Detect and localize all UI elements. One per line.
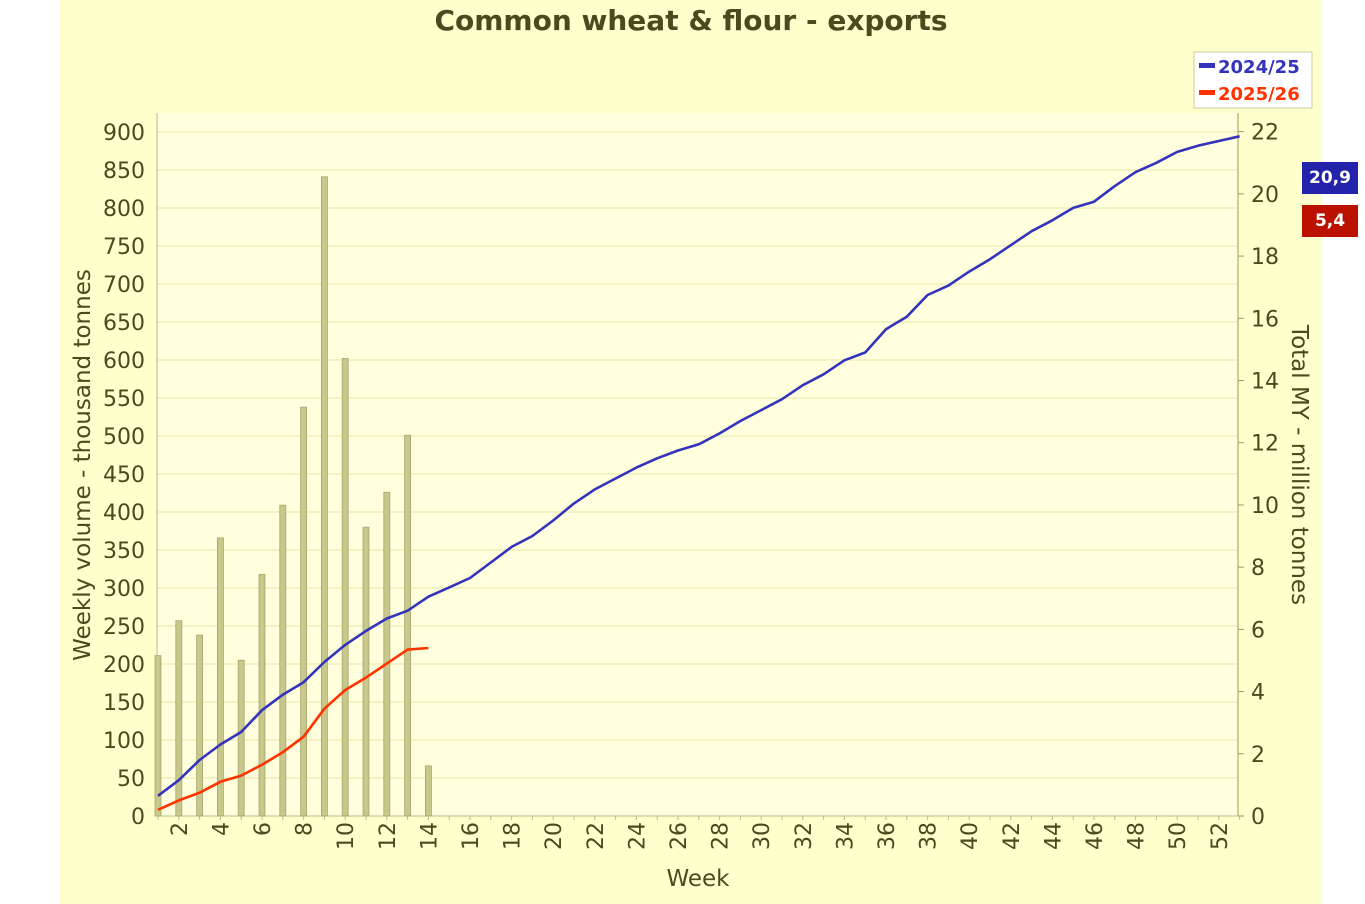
bar xyxy=(404,434,412,817)
x-tick-label: 44 xyxy=(1041,822,1066,850)
x-tick-label: 48 xyxy=(1125,822,1150,850)
x-tick-label: 26 xyxy=(667,822,692,850)
chart-title: Common wheat & flour - exports xyxy=(434,4,948,37)
bar xyxy=(383,491,391,817)
y-right-tick-label: 8 xyxy=(1251,556,1265,581)
y-left-tick-label: 350 xyxy=(103,539,145,564)
y-left-tick-label: 900 xyxy=(103,121,145,146)
bar xyxy=(196,634,204,817)
badge-2024-25: 20,9 xyxy=(1302,162,1358,194)
y-right-tick-label: 18 xyxy=(1251,245,1279,270)
legend-swatch xyxy=(1199,63,1215,68)
x-tick-label: 46 xyxy=(1083,822,1108,850)
x-tick-label: 52 xyxy=(1208,822,1233,850)
bar xyxy=(216,537,224,817)
x-tick-label: 36 xyxy=(875,822,900,850)
y-right-tick-label: 14 xyxy=(1251,370,1279,395)
bar xyxy=(154,655,162,817)
bar xyxy=(175,620,183,817)
x-tick-label: 34 xyxy=(833,822,858,850)
y-right-axis-label: Total MY - million tonnes xyxy=(1286,324,1312,605)
x-tick-label: 18 xyxy=(501,822,526,850)
x-tick-label: 38 xyxy=(917,822,942,850)
line-2025-26 xyxy=(157,646,429,811)
x-tick-label: 30 xyxy=(750,822,775,850)
plot-area xyxy=(157,113,1238,816)
y-left-tick-label: 700 xyxy=(103,273,145,298)
y-left-tick-label: 300 xyxy=(103,577,145,602)
y-left-tick-label: 650 xyxy=(103,311,145,336)
x-tick-label: 6 xyxy=(251,822,276,836)
x-tick-label: 12 xyxy=(376,822,401,850)
bar xyxy=(279,504,287,817)
y-right-tick-label: 22 xyxy=(1251,121,1279,146)
y-left-axis-label: Weekly volume - thousand tonnes xyxy=(70,269,96,661)
x-tick-label: 16 xyxy=(459,822,484,850)
y-left-tick-label: 400 xyxy=(103,501,145,526)
x-axis-label: Week xyxy=(666,866,730,892)
x-tick-label: 40 xyxy=(958,822,983,850)
legend-box xyxy=(1193,51,1313,109)
x-tick-label: 14 xyxy=(417,822,442,850)
y-left-tick-label: 150 xyxy=(103,691,145,716)
badge-2025-26: 5,4 xyxy=(1302,205,1358,237)
legend-label: 2024/25 xyxy=(1218,57,1300,78)
line-2024-25 xyxy=(157,135,1240,797)
x-tick-label: 42 xyxy=(1000,822,1025,850)
y-left-tick-label: 850 xyxy=(103,159,145,184)
y-left-tick-label: 450 xyxy=(103,463,145,488)
x-tick-label: 8 xyxy=(293,822,318,836)
y-right-tick-label: 4 xyxy=(1251,681,1265,706)
y-right-tick-label: 12 xyxy=(1251,432,1279,457)
bar xyxy=(320,176,328,817)
x-tick-label: 4 xyxy=(209,822,234,836)
y-right-tick-label: 0 xyxy=(1251,805,1265,830)
y-left-tick-label: 500 xyxy=(103,425,145,450)
x-tick-label: 10 xyxy=(334,822,359,850)
bar xyxy=(237,659,245,817)
y-left-tick-label: 600 xyxy=(103,349,145,374)
legend-label: 2025/26 xyxy=(1218,84,1300,105)
y-right-tick-label: 20 xyxy=(1251,183,1279,208)
bar xyxy=(258,573,266,817)
y-right-tick-label: 10 xyxy=(1251,494,1279,519)
x-tick-label: 50 xyxy=(1166,822,1191,850)
y-right-tick-label: 6 xyxy=(1251,618,1265,643)
bar xyxy=(362,526,370,817)
y-left-tick-label: 0 xyxy=(131,805,145,830)
y-left-tick-label: 550 xyxy=(103,387,145,412)
x-tick-label: 32 xyxy=(792,822,817,850)
y-right-tick-label: 16 xyxy=(1251,307,1279,332)
y-left-tick-label: 50 xyxy=(117,767,145,792)
y-left-tick-label: 100 xyxy=(103,729,145,754)
x-tick-label: 28 xyxy=(709,822,734,850)
y-left-tick-label: 800 xyxy=(103,197,145,222)
legend-swatch xyxy=(1199,90,1215,95)
bar xyxy=(300,406,308,817)
bar xyxy=(424,765,432,817)
x-tick-label: 20 xyxy=(542,822,567,850)
bar xyxy=(341,358,349,817)
y-left-tick-label: 750 xyxy=(103,235,145,260)
x-tick-label: 2 xyxy=(168,822,193,836)
y-right-tick-label: 2 xyxy=(1251,743,1265,768)
y-left-tick-label: 250 xyxy=(103,615,145,640)
y-left-tick-label: 200 xyxy=(103,653,145,678)
x-tick-label: 24 xyxy=(625,822,650,850)
x-tick-label: 22 xyxy=(584,822,609,850)
